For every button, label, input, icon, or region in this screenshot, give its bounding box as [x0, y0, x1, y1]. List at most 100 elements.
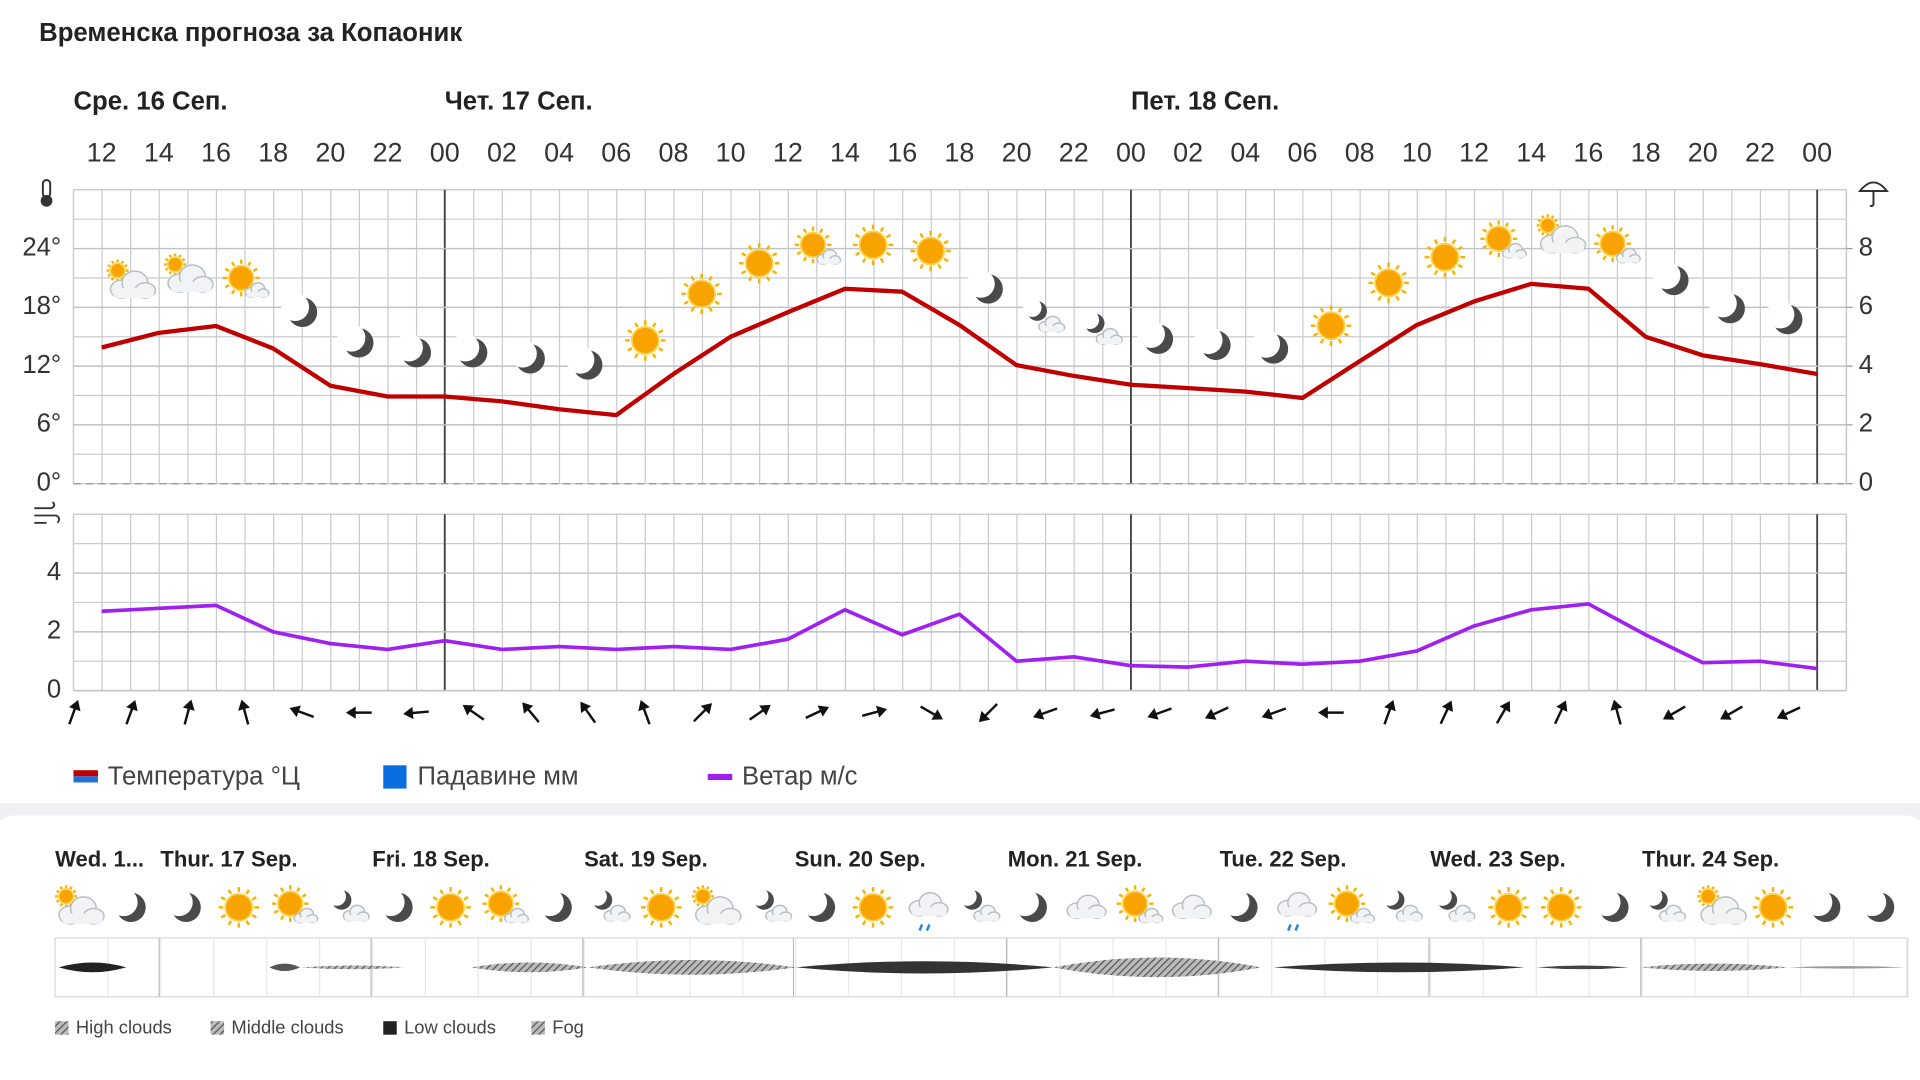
weather-icon — [1804, 888, 1841, 923]
arrow-head — [238, 699, 250, 711]
sun-ray — [771, 269, 778, 275]
legend-swatch — [73, 776, 98, 783]
sun-disc — [109, 262, 126, 279]
cloud-layer — [1640, 963, 1788, 972]
weather-icon — [1080, 310, 1123, 345]
sun-ray — [1785, 896, 1792, 901]
weather-icon — [222, 259, 270, 298]
arrow-head — [700, 703, 713, 715]
hour-label: 00 — [1802, 137, 1832, 167]
sun-ray — [683, 282, 689, 288]
arrow-head — [522, 702, 534, 714]
arrow-head — [1089, 707, 1101, 720]
cloud-layer — [1787, 966, 1906, 969]
sun-ray — [1401, 271, 1407, 277]
y2-tick-label: 4 — [1859, 351, 1873, 379]
arrow-head — [68, 699, 81, 712]
sun-disc — [687, 279, 717, 309]
y-tick-label: 6° — [37, 410, 62, 438]
sun-ray — [506, 887, 512, 893]
sun-ray — [885, 233, 892, 239]
moon-shadow — [966, 269, 995, 298]
sun-ray — [432, 896, 438, 901]
legend-item: Ветар м/с — [707, 762, 858, 790]
sun-ray — [1701, 903, 1705, 907]
legend-item: Температура °Ц — [73, 762, 300, 790]
weather-icon — [966, 269, 1003, 304]
arrow-head — [462, 704, 475, 716]
moon-shadow — [337, 323, 366, 352]
sun-ray — [168, 271, 172, 275]
overview-day: Wed. 1... — [55, 847, 144, 872]
sun-ray — [484, 909, 490, 914]
cloud-layer — [58, 962, 127, 973]
sun-ray — [937, 263, 942, 270]
sun-ray — [1574, 896, 1580, 901]
legend-swatch — [707, 773, 733, 780]
wind-arrow — [1662, 705, 1686, 720]
wind-icon — [34, 501, 61, 524]
sun-ray — [245, 920, 250, 926]
cloud-part — [506, 917, 528, 923]
cloud-legend-item: Middle clouds — [210, 1016, 344, 1037]
cloud-part — [818, 258, 840, 264]
wind-arrow — [1147, 707, 1172, 720]
wind-arrow — [1032, 707, 1058, 720]
sun-ray — [706, 886, 710, 890]
cloud — [1066, 894, 1107, 920]
weather-icon — [508, 339, 545, 374]
cloud-layer — [1273, 962, 1525, 973]
sun-ray — [1504, 222, 1510, 228]
overview-day: Tue. 22 Sep. — [1220, 847, 1347, 872]
sun-ray — [252, 267, 258, 272]
sun-ray — [650, 889, 655, 895]
weather-icon — [1252, 329, 1289, 364]
cloud — [1700, 896, 1747, 925]
sun-disc — [1374, 268, 1403, 298]
cloud — [1138, 907, 1164, 924]
arrow-head — [1318, 706, 1328, 719]
cloud-legend-swatch — [55, 1021, 69, 1035]
sun-ray — [490, 915, 495, 921]
day-label: Чет. 17 Сеп. — [445, 88, 593, 116]
wind-arrow — [522, 702, 540, 723]
cloud-legend-item: High clouds — [55, 1016, 172, 1037]
moon-shadow — [395, 333, 423, 362]
weather-icon — [738, 243, 780, 284]
sun-ray — [765, 245, 771, 251]
sun-ray — [1543, 896, 1549, 901]
sun-ray — [1451, 239, 1457, 245]
weather-icon — [164, 888, 201, 923]
sun-ray — [937, 232, 942, 239]
cloud-part — [911, 907, 947, 916]
cloud — [109, 270, 157, 299]
sun-ray — [1785, 914, 1792, 919]
arrow-head — [1261, 708, 1273, 720]
sun-ray — [164, 257, 169, 262]
wind-arrow — [805, 705, 830, 719]
moon-shadow — [1010, 888, 1039, 917]
sun-ray — [55, 899, 60, 903]
moon-shadow — [1433, 887, 1452, 906]
sun-ray — [819, 228, 824, 234]
wind-arrow — [462, 704, 485, 721]
cloud — [1448, 904, 1476, 922]
sun-ray — [651, 353, 657, 359]
cloud-part — [113, 287, 155, 299]
wind-arrow — [692, 703, 713, 723]
cloud — [1615, 247, 1641, 264]
sun-ray — [650, 920, 655, 926]
sun-ray — [120, 260, 125, 264]
sun-ray — [1515, 889, 1520, 895]
sun-ray — [484, 893, 490, 898]
wind-arrow — [638, 699, 651, 725]
sun-ray — [683, 300, 689, 306]
sun-ray — [1330, 909, 1336, 914]
sun-ray — [943, 257, 949, 263]
sun-ray — [1554, 218, 1558, 223]
sun-ray — [692, 889, 697, 894]
arrow-head — [1662, 709, 1675, 720]
sun-ray — [247, 261, 252, 267]
arrow-head — [1384, 699, 1396, 712]
sun-ray — [651, 322, 657, 328]
